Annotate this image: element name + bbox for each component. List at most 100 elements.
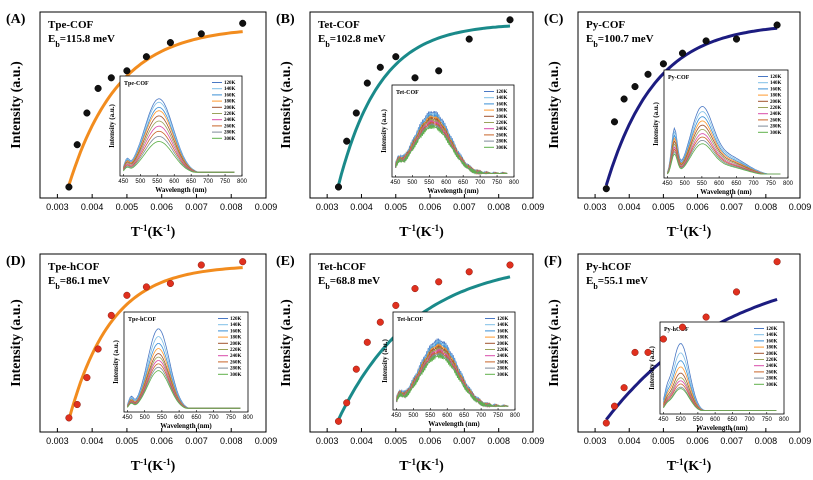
data-point — [239, 19, 247, 27]
binding-energy: Eb=102.8 meV — [318, 33, 386, 49]
data-point — [352, 365, 360, 373]
data-point — [94, 345, 102, 353]
inset: 450 500 550 600 650 700 750 800 Wavelength (nm) I… — [648, 321, 790, 432]
x-tick-label: 0.008 — [487, 202, 510, 212]
x-tick-label: 0.005 — [116, 202, 139, 212]
data-point — [94, 84, 102, 92]
inset: 450 500 550 600 650 700 750 800 Wavelength (nm) I… — [112, 311, 254, 430]
legend-entry: 220K — [770, 106, 782, 111]
inset-y-label: Intensity (a.u.) — [380, 108, 388, 152]
inset-x-tick-label: 800 — [509, 180, 520, 186]
inset-x-tick-label: 450 — [391, 413, 402, 419]
spectrum-300K — [663, 388, 777, 411]
inset-y-label: Intensity (a.u.) — [112, 339, 120, 383]
data-point — [644, 70, 652, 78]
panel-title: Tpe-COF — [48, 19, 94, 31]
data-point — [197, 30, 205, 38]
x-axis-label: T-1(K-1) — [399, 223, 444, 240]
x-tick-label: 0.009 — [522, 202, 545, 212]
data-point — [73, 400, 81, 409]
data-point — [506, 16, 514, 24]
data-point — [620, 384, 628, 392]
panel-5: (F) Py-hCOF Eb=55.1 meV 0.003 0.004 0.005 0.00… — [544, 253, 812, 474]
inset-x-tick-label: 750 — [766, 181, 777, 187]
data-point — [610, 118, 619, 126]
data-point — [352, 109, 360, 117]
panel-2: (C) Py-COF Eb=100.7 meV 0.003 0.004 0.005 0.00… — [544, 11, 811, 240]
inset-x-tick-label: 750 — [220, 179, 231, 185]
data-point — [343, 399, 351, 407]
x-tick-label: 0.003 — [316, 202, 339, 212]
x-tick-label: 0.009 — [522, 436, 545, 446]
legend-entry: 140K — [224, 87, 236, 92]
inset-x-tick-label: 500 — [408, 413, 419, 419]
data-point — [363, 79, 371, 87]
inset-x-tick-label: 550 — [693, 417, 704, 423]
inset-x-tick-label: 700 — [475, 180, 486, 186]
inset-x-tick-label: 550 — [424, 180, 435, 186]
inset-x-tick-label: 750 — [492, 180, 503, 186]
spectrum-300K — [396, 354, 509, 408]
y-axis-label: Intensity (a.u.) — [279, 299, 294, 387]
x-axis-label: T-1(K-1) — [131, 457, 176, 474]
data-point — [702, 37, 710, 45]
inset-x-tick-label: 550 — [157, 415, 168, 421]
inset-x-tick-label: 650 — [731, 181, 742, 187]
fit-curve — [67, 30, 243, 186]
inset-x-tick-label: 450 — [118, 179, 129, 185]
inset-x-tick-label: 600 — [710, 417, 721, 423]
plot-frame — [577, 11, 801, 199]
legend-entry: 220K — [766, 358, 778, 363]
data-point — [732, 35, 741, 43]
data-point — [65, 183, 73, 191]
plot-frame — [39, 253, 267, 433]
data-point — [107, 74, 115, 82]
inset-y-label: Intensity (a.u.) — [648, 345, 656, 389]
data-point — [166, 279, 174, 288]
data-point — [644, 348, 652, 356]
fit-curve — [337, 24, 511, 186]
y-axis-label: Intensity (a.u.) — [547, 299, 562, 387]
x-tick-label: 0.004 — [618, 202, 641, 212]
inset-x-tick-label: 650 — [458, 180, 469, 186]
x-tick-label: 0.007 — [185, 436, 208, 446]
legend-entry: 120K — [770, 75, 782, 80]
fit-curve — [604, 26, 778, 186]
x-tick-label: 0.004 — [350, 202, 373, 212]
x-tick-label: 0.009 — [255, 436, 278, 446]
binding-energy: Eb=68.8 meV — [318, 275, 380, 291]
data-point — [631, 348, 639, 356]
inset-title: Tet-hCOF — [397, 317, 423, 323]
panel-label: (F) — [544, 254, 562, 269]
inset-x-tick-label: 650 — [186, 179, 197, 185]
x-tick-label: 0.009 — [789, 436, 812, 446]
x-tick-label: 0.006 — [686, 436, 709, 446]
inset-title: Py-hCOF — [664, 327, 689, 333]
legend-entry: 160K — [766, 339, 778, 344]
inset-x-tick-label: 450 — [658, 417, 669, 423]
x-tick-label: 0.008 — [755, 436, 778, 446]
legend-entry: 200K — [770, 100, 782, 105]
data-point — [732, 288, 741, 296]
legend-entry: 200K — [230, 342, 242, 347]
legend-entry: 300K — [770, 131, 782, 136]
inset-x-label: Wavelength (nm) — [428, 420, 480, 428]
legend-entry: 260K — [497, 360, 509, 365]
fit-curve — [67, 266, 243, 421]
y-axis-label: Intensity (a.u.) — [279, 61, 294, 149]
inset: 450 500 550 600 650 700 750 800 Wavelength (nm) I… — [381, 311, 521, 428]
data-point — [239, 258, 247, 266]
inset-x-tick-label: 450 — [662, 181, 673, 187]
legend-entry: 120K — [224, 81, 236, 86]
x-tick-label: 0.007 — [185, 202, 208, 212]
spectrum-300K — [123, 141, 235, 173]
inset-x-tick-label: 800 — [237, 179, 248, 185]
inset-x-tick-label: 600 — [714, 181, 725, 187]
inset-x-tick-label: 500 — [407, 180, 418, 186]
data-point — [435, 67, 443, 75]
legend-entry: 180K — [497, 336, 509, 341]
legend-entry: 140K — [230, 323, 242, 328]
inset-x-tick-label: 550 — [425, 413, 436, 419]
x-tick-label: 0.004 — [81, 202, 104, 212]
